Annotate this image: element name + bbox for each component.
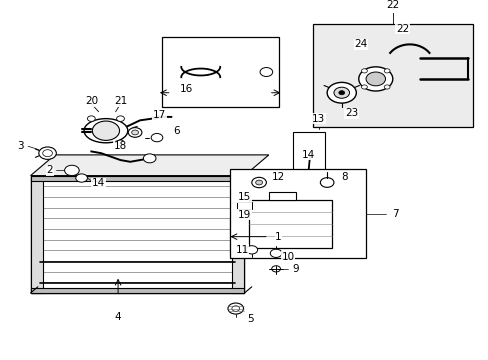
Text: 22: 22 [395,24,408,34]
Polygon shape [163,262,180,283]
Text: 11: 11 [235,245,248,255]
Circle shape [361,69,366,73]
Text: 16: 16 [179,84,192,94]
Polygon shape [132,262,149,283]
Polygon shape [194,262,211,283]
Circle shape [151,134,163,142]
Circle shape [92,121,119,140]
Text: 4: 4 [115,312,121,322]
Text: 15: 15 [237,192,251,202]
Polygon shape [56,262,73,283]
Bar [237,202,251,209]
Circle shape [87,116,95,121]
Text: 9: 9 [292,264,298,274]
Circle shape [320,178,333,187]
Circle shape [131,130,138,135]
Bar [30,176,244,293]
Circle shape [128,127,142,137]
Polygon shape [117,262,134,283]
Text: 10: 10 [281,252,294,262]
Text: 23: 23 [344,108,357,118]
Bar [30,288,244,293]
Circle shape [358,67,392,91]
Text: 14: 14 [92,178,105,188]
Circle shape [227,303,243,314]
Text: 3: 3 [18,141,24,151]
Circle shape [361,85,366,89]
Text: 20: 20 [84,96,98,106]
Circle shape [299,224,310,233]
Polygon shape [148,262,165,283]
Text: 5: 5 [246,314,253,324]
Circle shape [333,87,349,98]
Circle shape [251,177,266,188]
Polygon shape [179,262,196,283]
Text: 24: 24 [354,39,367,49]
Bar [268,192,295,200]
Text: 21: 21 [114,96,127,106]
Circle shape [384,85,389,89]
Circle shape [255,180,262,185]
Circle shape [76,174,87,182]
Circle shape [231,306,239,311]
Polygon shape [71,262,88,283]
Bar [249,200,331,248]
Bar [232,176,244,293]
Circle shape [64,165,79,176]
Text: 7: 7 [391,208,398,219]
Bar [30,176,244,181]
Circle shape [116,116,124,121]
Bar [30,176,42,293]
Bar [229,217,254,252]
Circle shape [116,140,124,145]
Polygon shape [209,262,226,283]
Circle shape [143,154,156,163]
Polygon shape [86,262,103,283]
Text: 17: 17 [152,110,166,120]
Text: 14: 14 [302,150,315,160]
Bar [292,132,324,177]
Circle shape [39,147,56,159]
Circle shape [270,249,282,257]
Circle shape [326,82,356,103]
Bar [162,37,278,107]
Circle shape [338,91,344,95]
Text: 1: 1 [275,231,281,242]
Text: 22: 22 [386,0,399,10]
Bar [229,169,366,258]
Polygon shape [102,262,119,283]
Circle shape [366,72,385,86]
Circle shape [384,69,389,73]
Text: 6: 6 [173,126,180,136]
Text: 12: 12 [271,172,285,182]
Circle shape [42,150,52,157]
Ellipse shape [84,119,127,143]
Polygon shape [30,155,268,176]
Text: 8: 8 [340,172,347,182]
Text: 19: 19 [237,210,251,220]
Text: 13: 13 [311,114,325,123]
Polygon shape [40,262,57,283]
Text: 2: 2 [46,166,53,175]
Bar [312,24,472,127]
Text: 18: 18 [114,141,127,151]
Circle shape [245,246,257,254]
Circle shape [271,266,280,272]
Circle shape [260,68,272,77]
